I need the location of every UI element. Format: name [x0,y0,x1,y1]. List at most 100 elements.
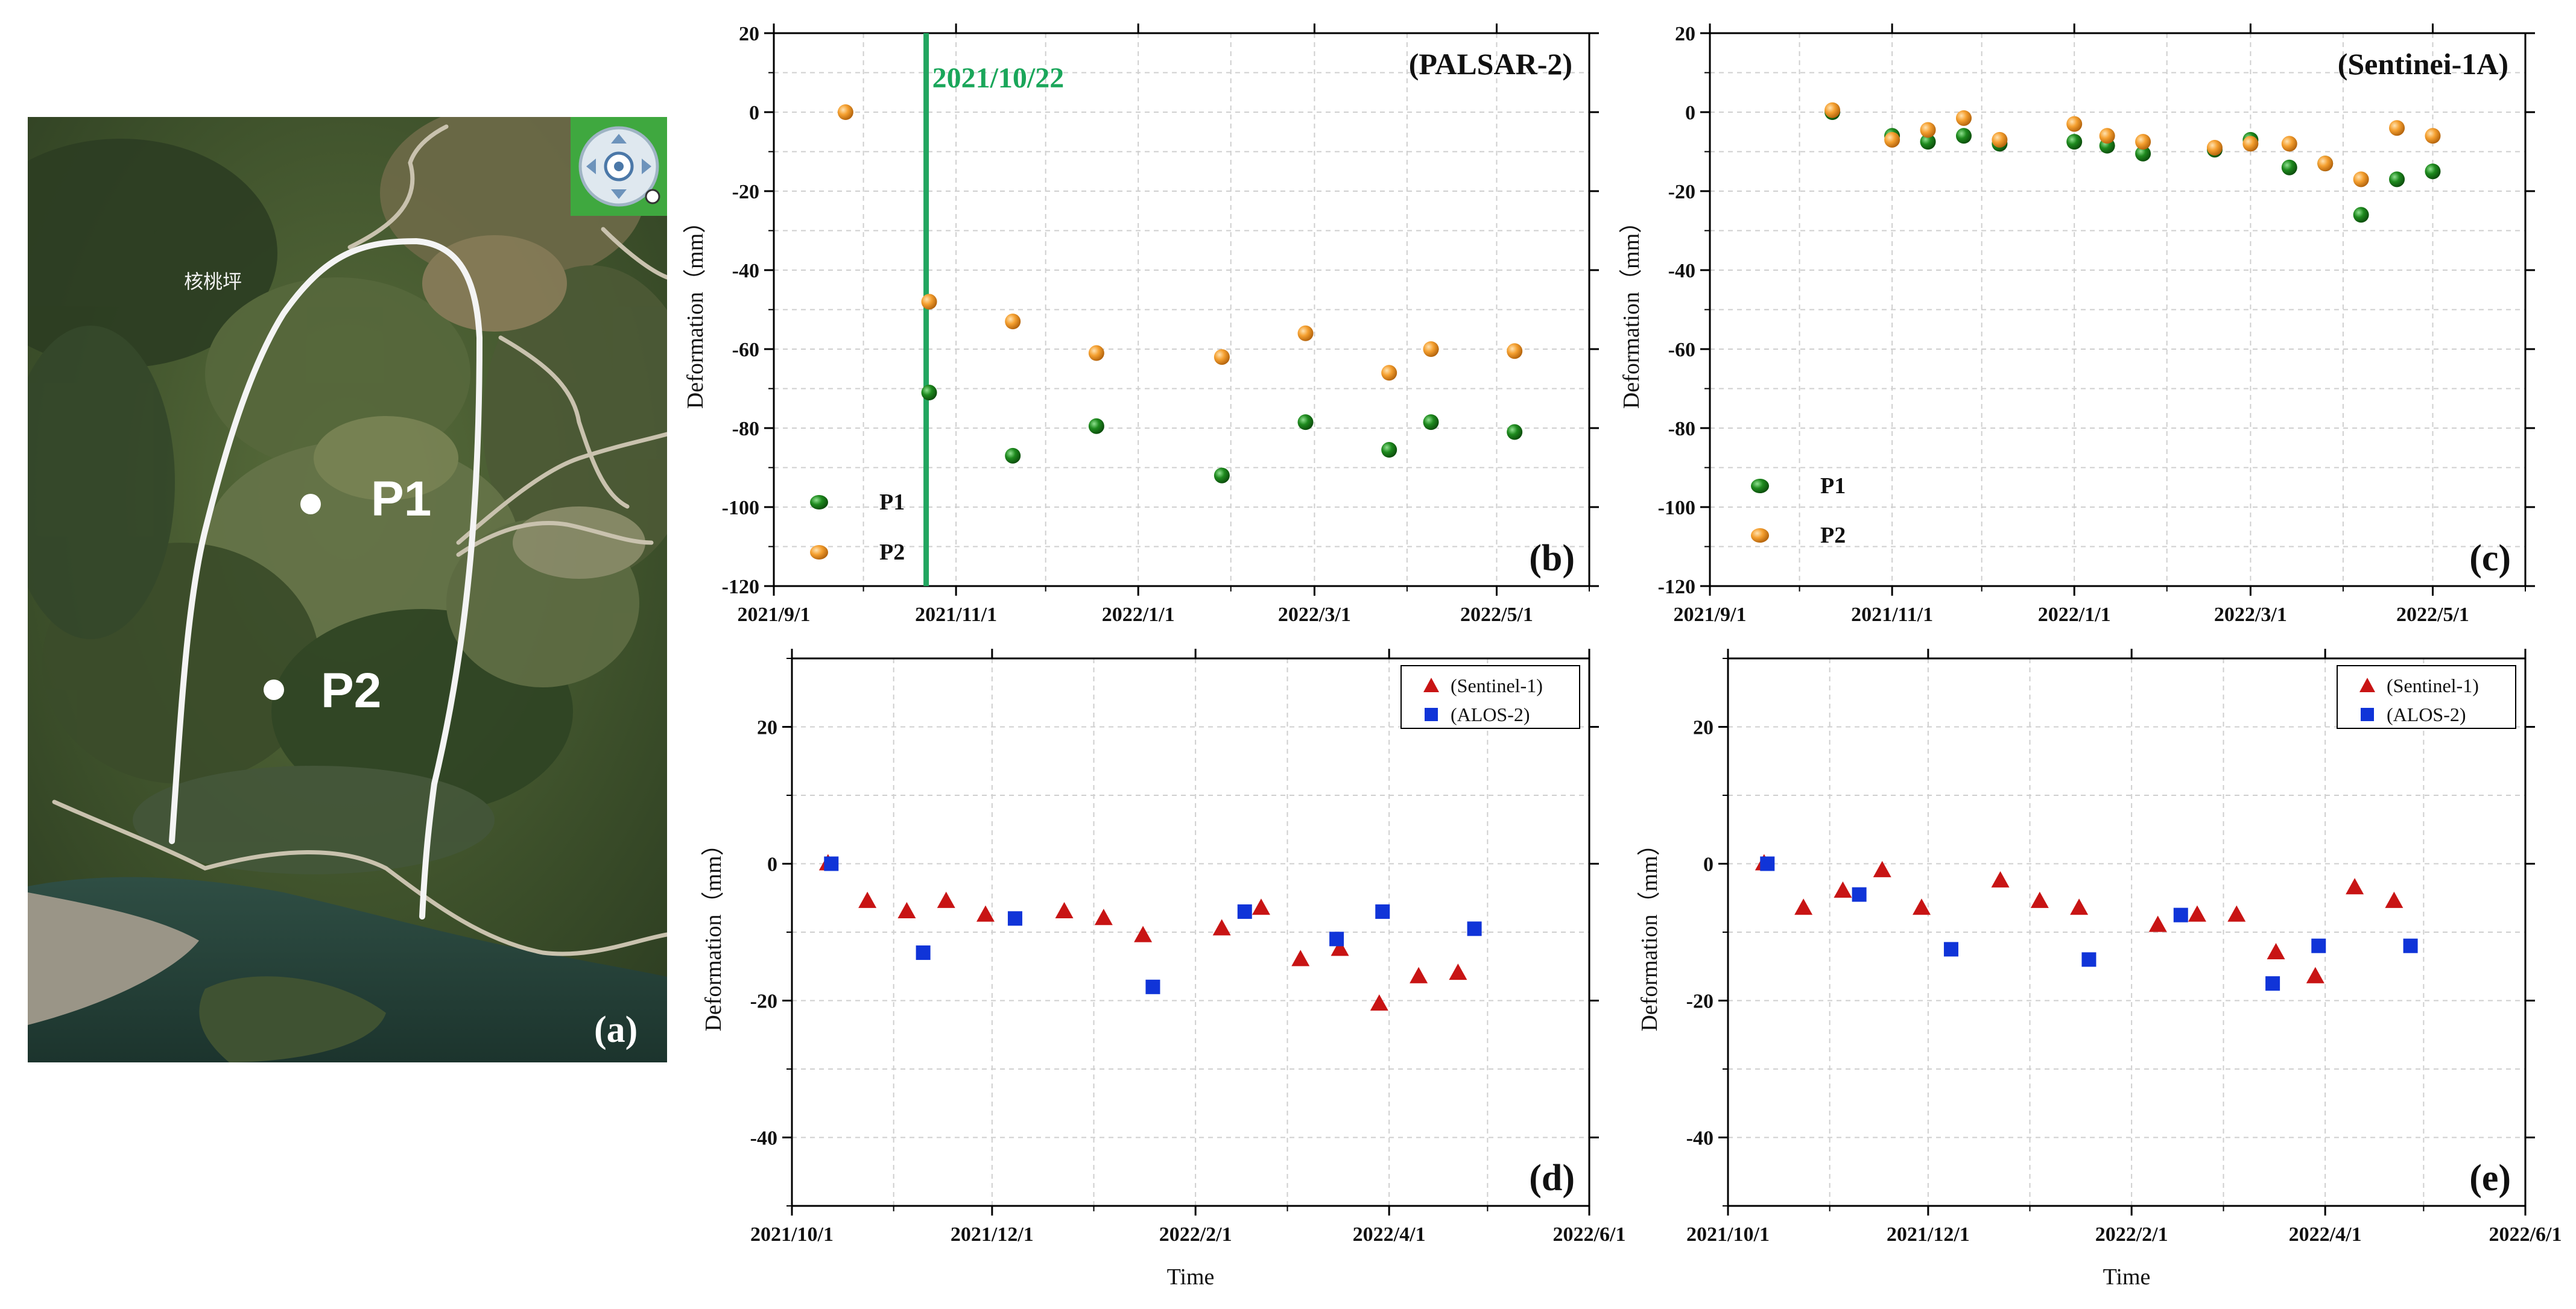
data-point [2173,907,2188,923]
series-sentinel-1 [818,854,1467,1011]
chart-panel-b: 20 0 -20 -40 -60 -80 -100 -120 2021/9/1 2021/11/1… [683,23,1599,626]
data-point [2066,116,2083,132]
riverbank [28,892,199,1025]
data-point [1007,911,1022,926]
navigation-compass-icon[interactable] [571,117,667,216]
data-point [1297,325,1314,341]
data-point [2030,891,2049,908]
legend-marker [2361,708,2374,721]
data-point [2265,976,2280,991]
data-point [1912,898,1931,915]
data-point [1920,134,1936,150]
data-point [1381,442,1397,458]
legend-label: P2 [1820,523,1846,548]
data-point [837,104,853,120]
x-tick-label: 2022/2/1 [1159,1223,1232,1246]
data-point [2099,128,2115,144]
data-point [1214,467,1230,484]
chart-title: (Sentinei-1A) [2338,47,2508,81]
data-point [1824,102,1841,118]
y-tick-label: -120 [722,576,759,598]
y-tick-label: 0 [767,854,777,876]
x-tick-label: 2021/11/1 [915,604,997,626]
data-point [1943,942,1958,957]
series-p2 [1824,102,2441,188]
x-tick-label: 2022/5/1 [1460,604,1533,626]
x-tick-label: 2021/10/1 [1686,1223,1770,1246]
data-point [1873,860,1891,877]
data-point [1088,345,1104,361]
y-tick-label: -20 [1668,181,1695,203]
series-alos-2 [824,856,1482,994]
data-point [2227,905,2246,922]
x-tick-label: 2022/3/1 [1278,604,1351,626]
data-point [2425,128,2441,144]
x-tick-label: 2022/6/1 [2489,1223,2562,1246]
data-point [2389,171,2405,188]
chart-panel-e: 20 0 -20 -40 2021/10/1 2021/12/1 2022/2/1 2022/… [1637,649,2562,1290]
legend-marker [810,545,828,560]
data-point [2267,943,2285,960]
y-tick-label: -120 [1658,576,1695,598]
y-tick-label: 0 [749,102,759,124]
chart-title: (PALSAR-2) [1409,47,1572,81]
data-point [1252,898,1270,915]
legend-marker [2359,678,2375,692]
data-point [1955,128,1972,144]
data-point [1852,887,1867,902]
peninsula [199,976,386,1062]
data-point [1094,909,1113,926]
data-point [2135,134,2151,150]
data-point [1760,856,1775,871]
point-p2-marker [264,680,284,700]
data-point [1467,921,1482,936]
legend-label: P1 [879,490,905,515]
satellite-map-panel: P1 P2 核桃坪 (a) [28,117,667,1062]
data-point [1381,365,1397,381]
data-point [1423,414,1439,431]
data-point [976,905,995,922]
x-axis-label: Time [2103,1264,2151,1290]
data-point [2403,938,2418,953]
y-tick-label: -100 [722,497,759,519]
data-point [2281,159,2297,175]
data-point [1291,950,1310,967]
panel-label: (d) [1529,1158,1575,1199]
legend-marker [1751,528,1769,543]
y-tick-label: 20 [739,23,759,45]
chart-panel-d: 20 0 -20 -40 2021/10/1 2021/12/1 2022/2/1 2022/… [701,649,1625,1290]
data-point [2425,163,2441,180]
series-p1 [921,385,1523,484]
data-point [1214,349,1230,365]
y-tick-label: -40 [1668,260,1695,282]
point-p1-label: P1 [371,472,431,526]
landslide-boundary [169,238,483,919]
legend-marker [810,495,828,509]
data-point [2188,905,2206,922]
y-axis-label: Deformation（mm） [1637,833,1662,1031]
data-point [1370,994,1388,1011]
x-tick-label: 2021/12/1 [951,1223,1034,1246]
data-point [1088,418,1104,434]
data-point [937,891,955,908]
data-point [1329,932,1344,947]
series-p2 [837,104,1523,381]
data-point [897,901,916,918]
x-tick-label: 2021/9/1 [738,604,811,626]
data-point [2317,156,2334,172]
series-sentinel-1 [1755,854,2404,983]
x-tick-label: 2022/2/1 [2095,1223,2168,1246]
vegetation-patches [28,117,667,874]
data-point [1992,131,2008,148]
data-point [1449,964,1467,980]
panel-label-a: (a) [594,1009,638,1050]
legend-label: (Sentinel-1) [1451,675,1543,696]
y-axis-label: Deformation（mm） [683,210,708,409]
y-tick-label: -20 [750,991,777,1013]
y-tick-label: -40 [1686,1128,1714,1150]
data-point [1005,447,1021,464]
data-point [1955,110,1972,126]
panel-label: (e) [2469,1158,2511,1199]
x-tick-label: 2022/3/1 [2214,604,2287,626]
y-axis-label: Deformation（mm） [701,833,726,1031]
